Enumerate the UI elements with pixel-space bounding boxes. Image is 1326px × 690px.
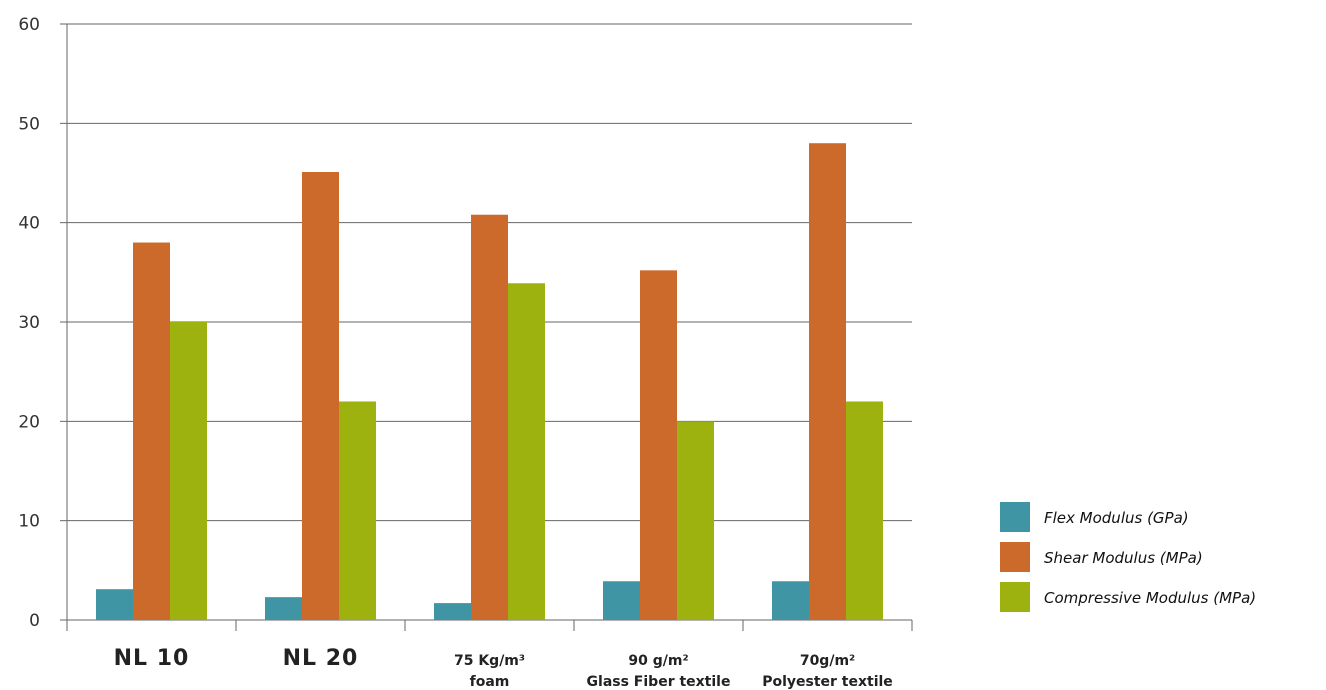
x-tick-label: 90 g/m² <box>628 653 688 669</box>
x-tick-label: 70g/m² <box>800 653 855 669</box>
y-tick-label: 20 <box>18 412 40 432</box>
y-tick-label: 30 <box>18 313 40 333</box>
x-tick-label: NL 10 <box>114 646 190 671</box>
x-tick-label: 75 Kg/m³ <box>454 653 525 669</box>
y-tick-labels: 0 10 20 30 40 50 60 <box>18 15 40 631</box>
legend: Flex Modulus (GPa) Shear Modulus (MPa) Com… <box>1000 502 1256 612</box>
legend-swatch <box>1000 542 1030 572</box>
legend-label: Compressive Modulus (MPa) <box>1044 589 1256 607</box>
bar-2-1 <box>133 242 170 621</box>
bar-1-1 <box>96 589 133 620</box>
bar-3-1 <box>170 322 207 620</box>
bar-1-3 <box>434 603 471 620</box>
legend-label: Flex Modulus (GPa) <box>1044 509 1189 527</box>
y-tick-label: 10 <box>18 512 40 532</box>
x-tick-label: Polyester textile <box>762 674 893 690</box>
bar-2-2 <box>302 172 339 621</box>
legend-swatch <box>1000 502 1030 532</box>
y-tick-label: 40 <box>18 214 40 234</box>
x-tick-labels: NL 10 NL 20 75 Kg/m³ foam 90 g/m² Glass Fiber… <box>114 646 893 690</box>
x-tick-label: Glass Fiber textile <box>587 674 731 690</box>
bar-1-2 <box>265 597 302 620</box>
x-tick-label: NL 20 <box>283 646 359 671</box>
bar-1-5 <box>772 581 809 620</box>
y-tick-label: 60 <box>18 15 40 35</box>
bar-1-4 <box>603 581 640 620</box>
legend-swatch <box>1000 582 1030 612</box>
bar-3-3 <box>508 283 545 620</box>
y-tick-label: 0 <box>29 611 40 631</box>
bar-2-4 <box>640 270 677 620</box>
bar-2-5 <box>809 143 846 620</box>
bar-3-4 <box>677 421 714 620</box>
bar-3-2 <box>339 401 376 620</box>
bar-2-3 <box>471 214 508 620</box>
y-tick-label: 50 <box>18 114 40 134</box>
bars <box>96 143 883 621</box>
x-tick-label: foam <box>470 674 510 690</box>
legend-label: Shear Modulus (MPa) <box>1044 549 1203 567</box>
bar-3-5 <box>846 401 883 620</box>
